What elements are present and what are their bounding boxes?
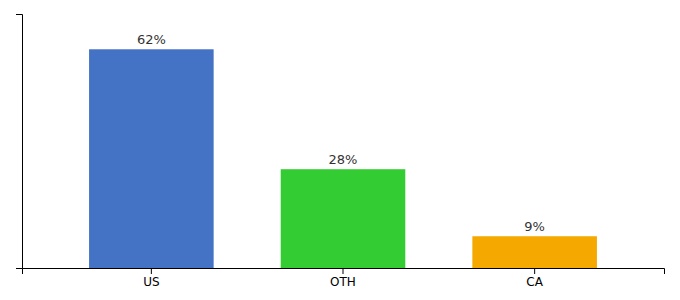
y-axis-line [16,15,23,269]
y-axis [16,15,23,269]
x-axis-line [23,269,665,275]
x-tick-mark [151,268,152,274]
bars [89,49,597,268]
x-tick: US [143,268,159,289]
x-tick-label: CA [526,275,543,289]
x-tick-mark [343,268,344,274]
data-labels: 62% 28% 9% [137,32,545,234]
data-label: 9% [524,219,545,234]
bar [472,236,597,268]
bar [89,49,214,268]
data-label: 62% [137,32,166,47]
x-tick-mark [534,268,535,274]
x-tick: CA [526,268,543,289]
x-axis: US OTH CA [23,268,665,289]
plot: US OTH CA 62% 28% 9% [16,15,665,289]
x-tick: OTH [330,268,356,289]
chart: US OTH CA 62% 28% 9% [0,0,680,300]
bar [281,169,406,268]
data-label: 28% [329,152,358,167]
x-tick-label: OTH [330,275,356,289]
x-tick-label: US [143,275,159,289]
